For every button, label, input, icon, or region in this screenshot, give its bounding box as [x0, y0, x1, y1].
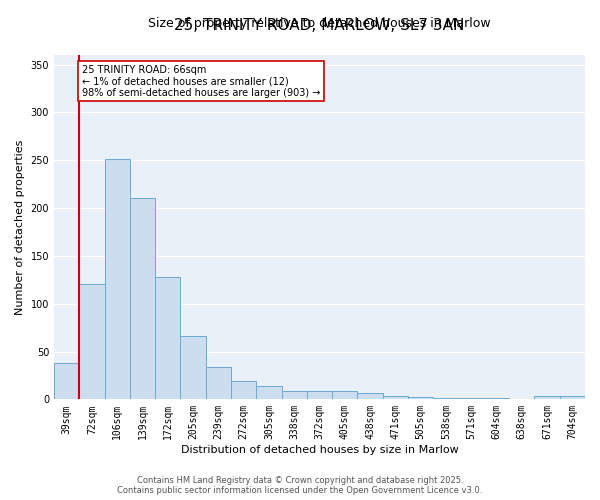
Bar	[231, 381, 256, 400]
Bar	[104, 160, 130, 400]
Text: Contains HM Land Registry data © Crown copyright and database right 2025.
Contai: Contains HM Land Registry data © Crown c…	[118, 476, 482, 495]
Title: Size of property relative to detached houses in Marlow: Size of property relative to detached ho…	[148, 17, 491, 30]
Bar	[307, 390, 332, 400]
Bar	[535, 396, 560, 400]
Bar	[383, 396, 408, 400]
Bar	[155, 277, 181, 400]
Bar	[181, 336, 206, 400]
Y-axis label: Number of detached properties: Number of detached properties	[15, 140, 25, 315]
Bar	[408, 398, 433, 400]
Bar	[54, 363, 79, 400]
Bar	[484, 398, 509, 400]
Bar	[433, 398, 458, 400]
Bar	[130, 198, 155, 400]
Bar	[560, 396, 585, 400]
Bar	[281, 390, 307, 400]
Bar	[458, 398, 484, 400]
Bar	[206, 367, 231, 400]
Text: 25 TRINITY ROAD: 66sqm
← 1% of detached houses are smaller (12)
98% of semi-deta: 25 TRINITY ROAD: 66sqm ← 1% of detached …	[82, 64, 320, 98]
Bar	[358, 392, 383, 400]
Text: 25, TRINITY ROAD, MARLOW, SL7 3AN: 25, TRINITY ROAD, MARLOW, SL7 3AN	[175, 18, 465, 32]
Bar	[79, 284, 104, 400]
Bar	[332, 390, 358, 400]
X-axis label: Distribution of detached houses by size in Marlow: Distribution of detached houses by size …	[181, 445, 458, 455]
Bar	[256, 386, 281, 400]
